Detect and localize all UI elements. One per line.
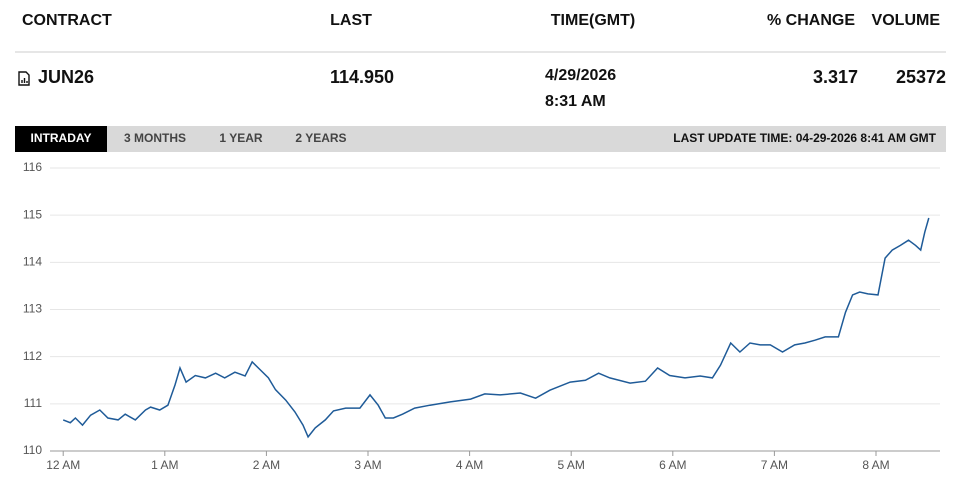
price-line <box>62 217 930 439</box>
y-tick-label: 111 <box>24 396 43 410</box>
time: 8:31 AM <box>545 93 606 110</box>
tab[interactable]: 2 YEARS <box>295 131 346 145</box>
x-tick-label: 3 AM <box>354 458 381 472</box>
y-tick-label: 114 <box>23 255 42 269</box>
tab[interactable]: INTRADAY <box>31 131 92 145</box>
column-header: VOLUME <box>872 12 941 29</box>
x-tick-label: 6 AM <box>659 458 686 472</box>
x-tick-label: 1 AM <box>151 458 178 472</box>
file-icon <box>18 71 30 86</box>
x-tick-label: 12 AM <box>46 458 80 472</box>
x-tick-label: 7 AM <box>761 458 788 472</box>
y-tick-label: 116 <box>23 160 42 174</box>
x-tick-label: 4 AM <box>456 458 483 472</box>
y-tick-label: 113 <box>23 302 42 316</box>
column-header: % CHANGE <box>767 12 855 29</box>
y-tick-label: 110 <box>23 443 42 457</box>
tab[interactable]: 1 YEAR <box>219 131 262 145</box>
column-header: LAST <box>330 12 372 29</box>
time: 4/29/2026 <box>545 67 616 84</box>
active-tab[interactable] <box>15 126 107 152</box>
change: 3.317 <box>813 67 858 87</box>
y-tick-label: 112 <box>23 349 42 363</box>
x-tick-label: 2 AM <box>253 458 280 472</box>
column-header: CONTRACT <box>22 12 112 29</box>
contract: JUN26 <box>38 67 94 87</box>
y-tick-label: 115 <box>23 207 42 221</box>
last-update: LAST UPDATE TIME: 04-29-2026 8:41 AM GMT <box>673 131 936 145</box>
volume: 25372 <box>896 67 946 87</box>
tab[interactable]: 3 MONTHS <box>124 131 186 145</box>
last: 114.950 <box>330 67 394 87</box>
column-header: TIME(GMT) <box>551 12 635 29</box>
x-tick-label: 5 AM <box>558 458 585 472</box>
tab-bar <box>15 126 946 152</box>
x-tick-label: 8 AM <box>862 458 889 472</box>
